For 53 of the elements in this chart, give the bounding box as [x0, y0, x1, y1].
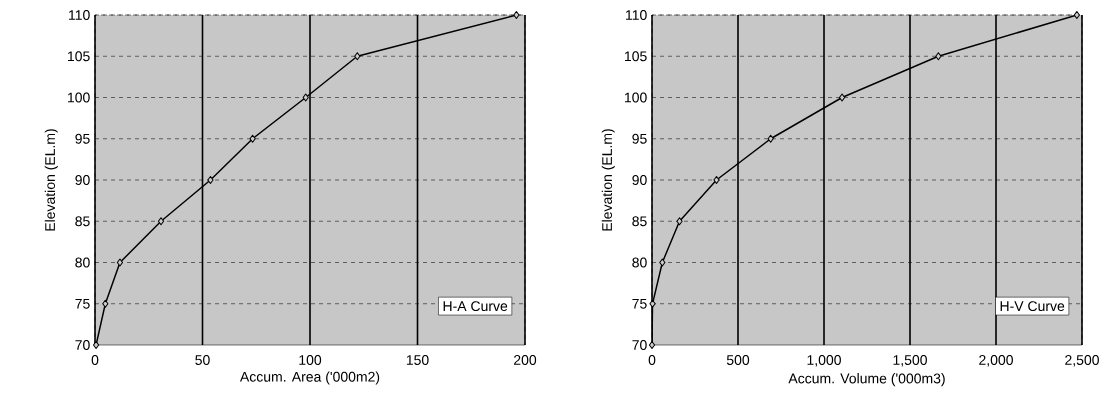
- x-tick-label: 500: [726, 355, 750, 365]
- y-tick-label: 100: [625, 92, 647, 103]
- y-tick-label: 110: [626, 10, 647, 20]
- y-tick-label: 105: [625, 51, 647, 62]
- point: [249, 134, 256, 143]
- point: [207, 176, 214, 185]
- y-axis-title: Elevation (EL.m): [601, 129, 615, 231]
- y-axis-title: Elevation (EL.m): [44, 129, 58, 231]
- x-tick-label: 150: [406, 355, 429, 365]
- point: [648, 341, 656, 350]
- point: [676, 217, 683, 226]
- x-tick-label: 0: [648, 355, 656, 365]
- y-tick-label: 85: [632, 216, 647, 227]
- annotation: H-A Curve: [443, 301, 508, 312]
- x-tick-label: 2,000: [979, 355, 1013, 367]
- point: [713, 176, 720, 185]
- point: [513, 11, 520, 20]
- point: [659, 258, 666, 267]
- y-tick-label: 95: [632, 133, 647, 144]
- y-tick-label: 75: [632, 298, 647, 309]
- point: [1073, 11, 1080, 20]
- point: [935, 52, 942, 61]
- y-tick-label: 90: [75, 175, 90, 185]
- point: [649, 299, 656, 308]
- y-tick-label: 80: [632, 257, 647, 268]
- point: [102, 299, 109, 308]
- y-tick-label: 100: [68, 92, 90, 103]
- point: [767, 134, 774, 143]
- annotation: H-V Curve: [1000, 301, 1065, 312]
- point: [157, 217, 165, 226]
- y-tick-label: 90: [632, 175, 647, 185]
- point: [116, 258, 124, 267]
- point: [354, 52, 361, 61]
- point: [92, 341, 100, 350]
- x-tick-label: 0: [91, 355, 99, 365]
- point: [302, 93, 309, 102]
- point: [838, 93, 846, 102]
- y-tick-label: 110: [69, 10, 90, 20]
- y-tick-label: 70: [632, 340, 647, 350]
- y-tick-label: 75: [75, 298, 90, 309]
- y-tick-label: 95: [75, 133, 90, 144]
- x-axis-title: Accum. Area ('000m2): [239, 371, 380, 385]
- y-tick-label: 85: [75, 216, 90, 227]
- x-tick-label: 1,000: [807, 355, 841, 367]
- x-tick-label: 1,500: [893, 355, 927, 367]
- x-tick-label: 200: [514, 355, 537, 365]
- x-axis-title: Accum. Volume ('000m3): [788, 373, 945, 387]
- x-tick-label: 50: [195, 355, 210, 365]
- x-tick-label: 100: [299, 355, 322, 365]
- y-tick-label: 70: [75, 340, 90, 350]
- y-tick-label: 80: [75, 257, 90, 268]
- y-tick-label: 105: [68, 51, 90, 62]
- x-tick-label: 2,500: [1065, 355, 1099, 367]
